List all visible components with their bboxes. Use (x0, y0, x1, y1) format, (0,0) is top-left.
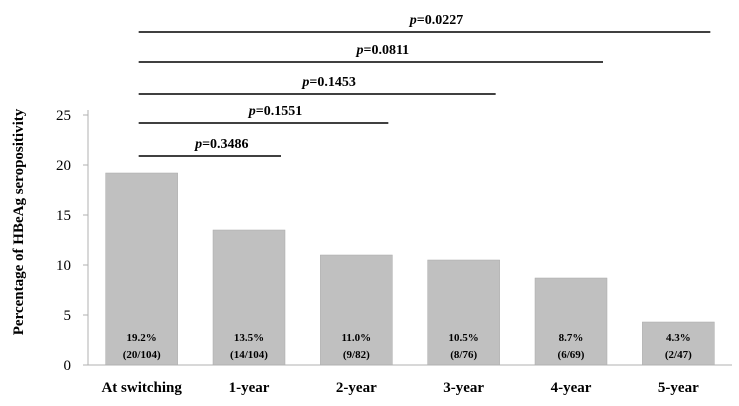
bars-group: 19.2% (20/104) 13.5% (14/104) 11.0% (9/82) 10.… (105, 172, 715, 366)
y-tick-label: 15 (56, 208, 71, 224)
bar (642, 321, 715, 366)
bar-count-label: (9/82) (343, 349, 370, 361)
p-value-label: p=0.3486 (194, 137, 248, 152)
y-tick-label: 20 (56, 158, 71, 174)
y-axis-label: Percentage of HBeAg seropositivity (11, 108, 27, 335)
bar-value-label: 13.5% (234, 332, 264, 344)
p-value-label: p=0.0811 (355, 43, 409, 58)
p-value-label: p=0.0227 (409, 13, 463, 28)
y-tick-label: 10 (56, 258, 71, 274)
x-tick-label: At switching (101, 380, 182, 396)
y-tick-label: 0 (64, 358, 72, 374)
bar-count-label: (20/104) (123, 349, 161, 361)
bar-value-label: 10.5% (449, 332, 479, 344)
bar-count-label: (2/47) (665, 349, 692, 361)
bar-value-label: 19.2% (127, 332, 157, 344)
bar-count-label: (8/76) (450, 349, 477, 361)
p-value-label: p=0.1551 (248, 104, 302, 119)
y-tick-label: 5 (64, 308, 72, 324)
x-tick-label: 5-year (658, 380, 699, 396)
bar (105, 172, 178, 366)
bar-count-label: (14/104) (230, 349, 268, 361)
x-tick-label: 3-year (443, 380, 484, 396)
bar-value-label: 4.3% (666, 332, 691, 344)
bar-count-label: (6/69) (558, 349, 585, 361)
x-tick-label: 1-year (229, 380, 270, 396)
bar (212, 229, 286, 366)
bar (427, 259, 500, 366)
bar (534, 277, 608, 366)
x-tick-label: 2-year (336, 380, 377, 396)
p-value-label: p=0.1453 (301, 75, 355, 90)
bar-value-label: 11.0% (342, 332, 372, 344)
y-tick-label: 25 (56, 108, 71, 124)
bar-value-label: 8.7% (559, 332, 584, 344)
axes-group: 0 5 10 15 20 25 At switching 1-year 2-year 3-year… (56, 108, 732, 396)
bar (320, 254, 393, 366)
x-tick-label: 4-year (551, 380, 592, 396)
